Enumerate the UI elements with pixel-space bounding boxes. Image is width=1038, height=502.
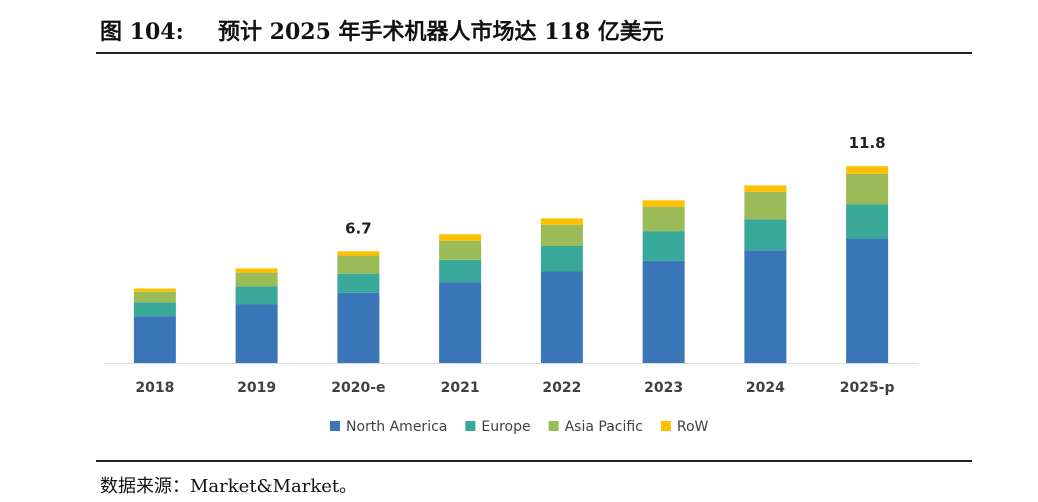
bar-north-america-2021 bbox=[439, 282, 482, 363]
bar-europe-2025-p bbox=[846, 204, 889, 239]
x-tick-label-2018: 2018 bbox=[135, 380, 174, 396]
bar-row-2018 bbox=[133, 288, 176, 292]
legend-swatch-europe bbox=[465, 421, 476, 431]
bar-asia-pacific-2021 bbox=[439, 240, 482, 260]
legend-swatch-asia-pacific bbox=[548, 421, 559, 431]
bar-asia-pacific-2023 bbox=[642, 206, 685, 232]
bar-asia-pacific-2024 bbox=[744, 191, 787, 220]
legend-swatch-row bbox=[660, 421, 671, 431]
bar-europe-2018 bbox=[133, 302, 176, 317]
bar-north-america-2024 bbox=[744, 250, 787, 363]
bar-north-america-2018 bbox=[133, 316, 176, 363]
bar-row-2019 bbox=[235, 268, 278, 273]
legend-label-europe: Europe bbox=[481, 419, 530, 435]
source-note: 数据来源：Market&Market。 bbox=[100, 476, 358, 497]
figure-number: 图 104: bbox=[100, 19, 184, 45]
bar-europe-2023 bbox=[642, 231, 685, 261]
bar-europe-2021 bbox=[439, 259, 482, 283]
bar-europe-2022 bbox=[540, 246, 583, 272]
x-tick-label-2020-e: 2020-e bbox=[331, 380, 385, 396]
x-tick-label-2025-p: 2025-p bbox=[840, 380, 895, 396]
bar-row-2021 bbox=[439, 234, 482, 241]
bar-europe-2024 bbox=[744, 219, 787, 251]
bar-north-america-2019 bbox=[235, 304, 278, 363]
top-rule bbox=[96, 52, 972, 54]
figure-title-text: 预计 2025 年手术机器人市场达 118 亿美元 bbox=[218, 19, 664, 45]
bar-north-america-2020-e bbox=[337, 292, 380, 363]
data-label-2020-e: 6.7 bbox=[345, 219, 372, 237]
bar-asia-pacific-2020-e bbox=[337, 255, 380, 274]
data-label-2025-p: 11.8 bbox=[849, 134, 886, 152]
bar-row-2022 bbox=[540, 218, 583, 225]
figure-title: 图 104: 预计 2025 年手术机器人市场达 118 亿美元 bbox=[100, 14, 664, 46]
x-tick-label-2019: 2019 bbox=[237, 380, 276, 396]
bar-row-2023 bbox=[642, 200, 685, 207]
bar-north-america-2023 bbox=[642, 260, 685, 363]
bar-north-america-2025-p bbox=[846, 238, 889, 363]
bar-asia-pacific-2025-p bbox=[846, 173, 889, 205]
bar-row-2024 bbox=[744, 185, 787, 192]
legend-label-row: RoW bbox=[677, 419, 709, 435]
bar-europe-2019 bbox=[235, 286, 278, 305]
legend-label-asia-pacific: Asia Pacific bbox=[565, 419, 643, 435]
x-tick-label-2023: 2023 bbox=[644, 380, 683, 396]
bar-asia-pacific-2019 bbox=[235, 272, 278, 287]
x-tick-label-2021: 2021 bbox=[441, 380, 480, 396]
x-tick-label-2024: 2024 bbox=[746, 380, 785, 396]
bottom-rule bbox=[96, 460, 972, 462]
bar-asia-pacific-2022 bbox=[540, 224, 583, 247]
x-tick-label-2022: 2022 bbox=[542, 380, 581, 396]
bar-asia-pacific-2018 bbox=[133, 291, 176, 303]
bar-north-america-2022 bbox=[540, 271, 583, 363]
bar-europe-2020-e bbox=[337, 273, 380, 293]
legend-label-north-america: North America bbox=[346, 419, 447, 435]
legend-swatch-north-america bbox=[330, 421, 340, 431]
bar-row-2020-e bbox=[337, 251, 380, 256]
bar-row-2025-p bbox=[846, 166, 889, 174]
